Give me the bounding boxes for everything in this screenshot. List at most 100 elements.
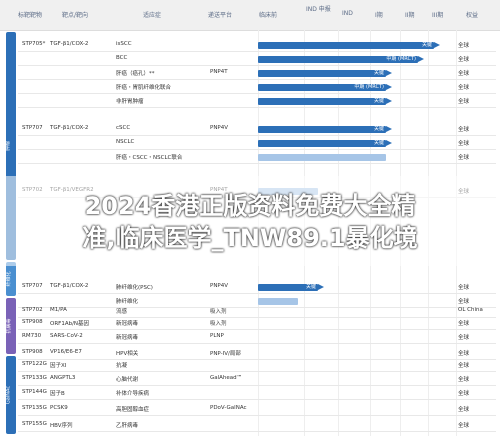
row-code: STP908 xyxy=(22,319,43,325)
row-platform: GalAhead™ xyxy=(210,375,243,381)
row-indication: 心脑代谢 xyxy=(116,377,139,383)
table-row: BCC 全球 中期 (MRCT) xyxy=(18,54,496,64)
row-code: STP122G xyxy=(22,361,47,367)
row-divider xyxy=(18,371,496,372)
header-target: 标靶靶物 xyxy=(18,12,43,19)
row-code: STP707 xyxy=(22,125,43,131)
row-divider xyxy=(18,307,496,308)
row-divider xyxy=(18,93,496,94)
row-platform: 吸入剂 xyxy=(210,321,227,327)
row-rights: 全球 xyxy=(458,363,470,369)
section-tumor: 肿瘤 xyxy=(5,32,16,260)
table-row: 肝癌・胃肌纤维化联合 全球 中期 (MRCT) xyxy=(18,82,496,92)
row-divider xyxy=(18,135,496,136)
header-phase1: I期 xyxy=(375,12,383,19)
row-rights: 全球 xyxy=(458,377,470,383)
row-indication: 肝癌（癌孔）** xyxy=(116,71,155,77)
row-rights: 全球 xyxy=(458,71,470,77)
arrow-tip-icon xyxy=(386,140,392,146)
table-row: STP707 TGF-β1/COX-2 肺纤维化(PSC) PNP4V 全球 关键 xyxy=(18,282,496,292)
row-indication: 肝癌・CSCC・NSCLC联合 xyxy=(116,155,183,161)
table-header: 标靶靶物 靶点/靶向 适应症 递送平台 临床前 IND 申报 IND I期 II… xyxy=(0,0,500,31)
progress-bar: 关键 xyxy=(258,126,392,133)
table-row: RM730 SARS-CoV-2 新冠病毒 PLNP 全球 xyxy=(18,332,496,342)
row-rights: 全球 xyxy=(458,391,470,397)
table-row: STP144G 因子B 补体介导疾病 全球 xyxy=(18,388,496,398)
row-indication: 高胆固醇血症 xyxy=(116,407,150,413)
row-indication: 抗凝 xyxy=(116,363,128,369)
header-preclinical: 临床前 xyxy=(259,12,278,19)
progress-label: 中期 (MRCT) xyxy=(354,84,384,90)
row-platform: PNP4T xyxy=(210,69,228,75)
row-rights: 全球 xyxy=(458,285,470,291)
row-indication: cSCC xyxy=(116,125,131,131)
row-target: ANGPTL3 xyxy=(50,375,76,381)
table-row: STP705* TGF-β1/COX-2 isSCC 全球 关键 xyxy=(18,40,496,50)
row-divider xyxy=(18,431,496,432)
table-row: STP702 M1/PA 流感 吸入剂 OL China xyxy=(18,306,496,316)
row-rights: 全球 xyxy=(458,335,470,341)
row-indication: 非肝胃肿瘤 xyxy=(116,99,144,105)
table-row: STP908 ORF1Ab/N基因 新冠病毒 吸入剂 全球 xyxy=(18,318,496,328)
table-row: STP122G 因子XI 抗凝 全球 xyxy=(18,360,496,370)
progress-bar: 关键 xyxy=(258,140,392,147)
row-divider xyxy=(18,293,496,294)
row-target: TGF-β1/COX-2 xyxy=(50,283,89,289)
row-code: STP702 xyxy=(22,307,43,313)
table-row: STP155G HBV序列 乙肝病毒 全球 xyxy=(18,420,496,430)
progress-bar: 关键 xyxy=(258,284,324,291)
row-rights: 全球 xyxy=(458,407,470,413)
arrow-tip-icon xyxy=(386,98,392,104)
row-rights: 全球 xyxy=(458,351,470,357)
header-mechanism: 靶点/靶向 xyxy=(62,12,89,19)
row-indication: NSCLC xyxy=(116,139,135,145)
table-row: NSCLC 全球 关键 xyxy=(18,138,496,148)
row-divider xyxy=(18,385,496,386)
arrow-tip-icon xyxy=(434,42,440,48)
row-indication: 乙肝病毒 xyxy=(116,423,139,429)
row-indication: 新冠病毒 xyxy=(116,335,139,341)
row-code: STP133G xyxy=(22,375,47,381)
table-row: 肝癌（癌孔）** PNP4T 全球 关键 xyxy=(18,68,496,78)
progress-label: 关键 xyxy=(373,98,384,104)
row-rights: OL China xyxy=(458,307,483,313)
row-indication: BCC xyxy=(116,55,128,61)
row-divider xyxy=(18,415,496,416)
row-divider xyxy=(18,343,496,344)
row-target: ORF1Ab/N基因 xyxy=(50,321,90,327)
progress-label: 关键 xyxy=(373,70,384,76)
progress-label: 关键 xyxy=(373,126,384,132)
row-divider xyxy=(18,149,496,150)
arrow-tip-icon xyxy=(386,126,392,132)
row-rights: 全球 xyxy=(458,141,470,147)
table-row: 非肝胃肿瘤 全球 关键 xyxy=(18,96,496,106)
arrow-tip-icon xyxy=(386,84,392,90)
row-target: HBV序列 xyxy=(50,423,73,429)
row-platform: PLNP xyxy=(210,333,224,339)
row-divider xyxy=(18,51,496,52)
row-code: STP908 xyxy=(22,349,43,355)
row-platform: PNP4V xyxy=(210,125,229,131)
row-code: STP144G xyxy=(22,389,47,395)
row-indication: 肺纤维化(PSC) xyxy=(116,285,153,291)
progress-bar: 中期 (MRCT) xyxy=(258,84,392,91)
row-code: RM730 xyxy=(22,333,42,339)
row-rights: 全球 xyxy=(458,99,470,105)
row-indication: 肺纤维化 xyxy=(116,299,139,305)
row-rights: 全球 xyxy=(458,299,470,305)
row-divider xyxy=(18,163,496,164)
row-target: TGF-β1/COX-2 xyxy=(50,125,89,131)
header-ind: IND xyxy=(342,10,353,17)
row-divider xyxy=(18,399,496,400)
row-rights: 全球 xyxy=(458,321,470,327)
row-divider xyxy=(18,65,496,66)
row-platform: 吸入剂 xyxy=(210,309,227,315)
header-indication: 适应症 xyxy=(143,12,162,19)
row-indication: HPV相关 xyxy=(116,351,139,357)
row-target: M1/PA xyxy=(50,307,67,313)
row-indication: 肝癌・胃肌纤维化联合 xyxy=(116,85,172,91)
overlay-text-line2: 准,临床医学_TNW89.1暴化境 xyxy=(82,224,418,252)
row-code: STP705* xyxy=(22,41,46,47)
row-target: SARS-CoV-2 xyxy=(50,333,83,339)
section-antiviral: 抗病毒 xyxy=(6,298,16,354)
